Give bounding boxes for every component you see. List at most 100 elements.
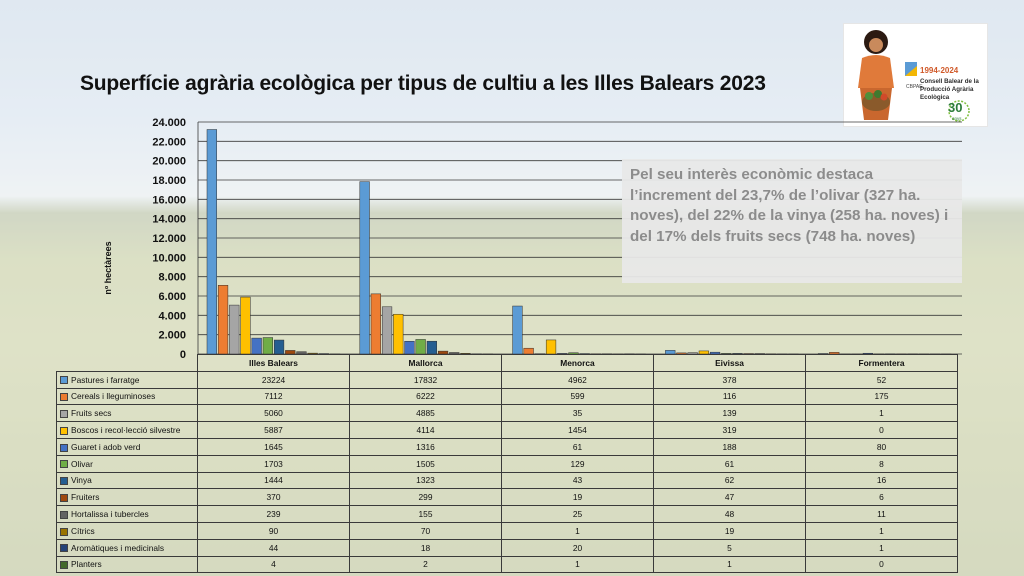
data-value-cell: 5 bbox=[653, 538, 806, 557]
legend-swatch bbox=[60, 494, 68, 503]
data-value-cell: 35 bbox=[501, 404, 654, 423]
y-tick-label: 4.000 bbox=[158, 310, 186, 322]
series-name: Aromàtiques i medicinals bbox=[71, 542, 165, 553]
bar bbox=[307, 352, 318, 355]
table-row: Fruits secs 5060 4885 35 139 1 bbox=[56, 404, 958, 423]
data-value-cell: 1 bbox=[805, 404, 958, 423]
data-value-cell: 239 bbox=[197, 505, 350, 523]
table-corner bbox=[56, 354, 198, 372]
data-value-cell: 80 bbox=[805, 437, 958, 456]
bar bbox=[217, 285, 229, 355]
bar bbox=[665, 350, 676, 355]
logo-acronym: CBPAE bbox=[906, 84, 923, 90]
legend-entry: Guaret i adob verd bbox=[56, 437, 198, 456]
data-value-cell: 1444 bbox=[197, 471, 350, 490]
bar bbox=[415, 339, 426, 355]
y-tick-label: 24.000 bbox=[152, 117, 186, 129]
data-value-cell: 48 bbox=[653, 505, 806, 523]
data-value-cell: 5060 bbox=[197, 404, 350, 423]
data-value-cell: 19 bbox=[501, 488, 654, 507]
table-row: Cereals i lleguminoses 7112 6222 599 116 175 bbox=[56, 387, 958, 406]
x-category-label: Mallorca bbox=[349, 354, 502, 372]
bar bbox=[426, 340, 437, 355]
logo-years: 1994-2024 bbox=[920, 66, 959, 75]
data-value-cell: 90 bbox=[197, 521, 350, 540]
y-tick-label: 12.000 bbox=[152, 233, 186, 245]
x-category-label: Eivissa bbox=[653, 354, 806, 372]
data-value-cell: 1316 bbox=[349, 437, 502, 456]
bar bbox=[545, 339, 557, 355]
series-name: Vinya bbox=[71, 475, 92, 486]
data-value-cell: 1323 bbox=[349, 471, 502, 490]
data-value-cell: 20 bbox=[501, 538, 654, 557]
data-value-cell: 8 bbox=[805, 454, 958, 473]
data-value-cell: 0 bbox=[805, 555, 958, 574]
legend-entry: Hortalissa i tubercles bbox=[56, 505, 198, 523]
legend-swatch bbox=[60, 527, 68, 536]
data-value-cell: 47 bbox=[653, 488, 806, 507]
legend-swatch bbox=[60, 561, 68, 570]
data-value-cell: 155 bbox=[349, 505, 502, 523]
series-name: Olivar bbox=[71, 458, 93, 469]
table-row: Guaret i adob verd 1645 1316 61 188 80 bbox=[56, 437, 958, 456]
bar bbox=[206, 129, 217, 355]
table-row: Pastures i farratge 23224 17832 4962 378 52 bbox=[56, 370, 958, 389]
data-value-cell: 378 bbox=[653, 370, 806, 389]
cbpae-emblem-icon bbox=[905, 62, 917, 76]
data-value-cell: 23224 bbox=[197, 370, 350, 389]
y-tick-label: 20.000 bbox=[152, 156, 186, 168]
data-value-cell: 1 bbox=[653, 555, 806, 574]
bar bbox=[709, 351, 721, 355]
legend-swatch bbox=[60, 544, 68, 553]
series-name: Hortalissa i tubercles bbox=[71, 509, 149, 520]
data-value-cell: 43 bbox=[501, 471, 654, 490]
bar bbox=[381, 306, 393, 355]
data-value-cell: 1703 bbox=[197, 454, 350, 473]
data-value-cell: 1 bbox=[501, 555, 654, 574]
data-value-cell: 17832 bbox=[349, 370, 502, 389]
y-tick-label: 22.000 bbox=[152, 136, 186, 148]
legend-entry: Fruits secs bbox=[56, 404, 198, 423]
logo-line-1: Consell Balear de la bbox=[920, 78, 979, 85]
cbpae-logo: 1994-2024 Consell Balear de la Producció… bbox=[843, 23, 988, 127]
legend-entry: Vinya bbox=[56, 471, 198, 490]
data-value-cell: 7112 bbox=[197, 387, 350, 406]
table-row: Boscos i recol·lecció silvestre 5887 4114 1… bbox=[56, 421, 958, 439]
series-name: Cítrics bbox=[71, 525, 95, 536]
data-value-cell: 5887 bbox=[197, 421, 350, 439]
data-value-cell: 4962 bbox=[501, 370, 654, 389]
data-value-cell: 61 bbox=[653, 454, 806, 473]
data-table: Illes Balears Mallorca Menorca Eivissa Forme… bbox=[56, 354, 958, 574]
table-row: Aromàtiques i medicinals 44 18 20 5 1 bbox=[56, 538, 958, 557]
data-value-cell: 116 bbox=[653, 387, 806, 406]
bar bbox=[370, 293, 381, 355]
bar bbox=[512, 305, 523, 355]
data-value-cell: 1454 bbox=[501, 421, 654, 439]
bar bbox=[393, 313, 404, 355]
bar bbox=[698, 350, 709, 355]
data-value-cell: 129 bbox=[501, 454, 654, 473]
series-name: Boscos i recol·lecció silvestre bbox=[71, 425, 181, 436]
series-name: Guaret i adob verd bbox=[71, 441, 141, 452]
bar bbox=[285, 350, 296, 355]
data-value-cell: 6 bbox=[805, 488, 958, 507]
data-value-cell: 11 bbox=[805, 505, 958, 523]
bar bbox=[359, 181, 370, 355]
legend-entry: Boscos i recol·lecció silvestre bbox=[56, 421, 198, 439]
data-value-cell: 175 bbox=[805, 387, 958, 406]
bar bbox=[437, 350, 449, 355]
legend-entry: Olivar bbox=[56, 454, 198, 473]
bar bbox=[404, 341, 415, 355]
data-value-cell: 1505 bbox=[349, 454, 502, 473]
y-tick-label: 2.000 bbox=[158, 330, 186, 342]
series-name: Pastures i farratge bbox=[71, 374, 140, 385]
bar bbox=[676, 352, 687, 355]
legend-swatch bbox=[60, 443, 68, 452]
table-row: Fruiters 370 299 19 47 6 bbox=[56, 488, 958, 507]
data-value-cell: 25 bbox=[501, 505, 654, 523]
series-name: Planters bbox=[71, 559, 102, 570]
legend-entry: Cereals i lleguminoses bbox=[56, 387, 198, 406]
bar bbox=[862, 352, 873, 355]
data-value-cell: 61 bbox=[501, 437, 654, 456]
y-tick-label: 6.000 bbox=[158, 291, 186, 303]
